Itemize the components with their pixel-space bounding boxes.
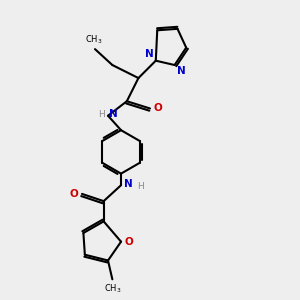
Text: N: N	[145, 49, 154, 59]
Text: CH$_3$: CH$_3$	[85, 34, 102, 46]
Text: H: H	[98, 110, 105, 119]
Text: O: O	[70, 189, 79, 199]
Text: CH$_3$: CH$_3$	[103, 283, 121, 295]
Text: N: N	[177, 67, 186, 76]
Text: N: N	[110, 109, 118, 119]
Text: N: N	[124, 179, 133, 189]
Text: O: O	[124, 237, 133, 247]
Text: O: O	[154, 103, 162, 113]
Text: H: H	[137, 182, 144, 191]
